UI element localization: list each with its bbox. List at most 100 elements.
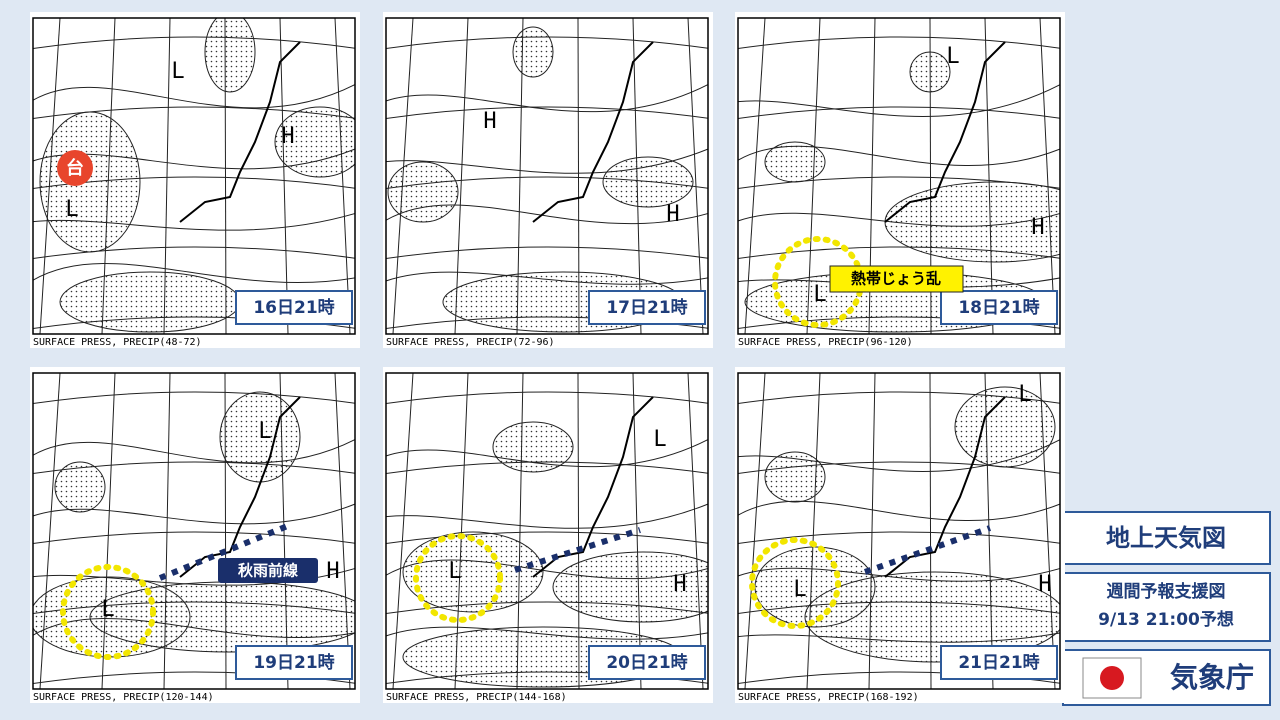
meridian bbox=[516, 373, 524, 689]
latitude-line bbox=[386, 671, 708, 685]
precip-area bbox=[387, 161, 459, 223]
map-frame bbox=[385, 372, 709, 690]
isobar bbox=[738, 567, 1060, 582]
latitude-line bbox=[386, 316, 708, 330]
map-area: HH bbox=[386, 18, 708, 334]
pressure-symbol: L bbox=[1018, 382, 1031, 407]
time-label: 21日21時 bbox=[958, 652, 1039, 673]
front-box bbox=[218, 558, 318, 583]
precip-area bbox=[954, 386, 1056, 468]
isobar bbox=[738, 83, 1060, 117]
panel-caption: SURFACE PRESS, PRECIP(144-168) bbox=[386, 692, 567, 703]
time-label-box bbox=[940, 290, 1058, 325]
pressure-symbol: H bbox=[281, 124, 294, 149]
disturbance-label: 熱帯じょう乱 bbox=[851, 270, 941, 288]
agency: 気象庁 bbox=[1170, 661, 1254, 694]
meridian bbox=[687, 373, 704, 689]
sidebar-forecast: 9/13 21:00予想 bbox=[1098, 609, 1234, 630]
meridian bbox=[334, 373, 351, 689]
map-panel: L L H SURFACE PRESS, PRECIP(120-144) 19日21時 bbox=[30, 367, 360, 703]
latitude-line bbox=[33, 176, 355, 190]
meridian bbox=[577, 18, 580, 334]
disturbance-circle bbox=[60, 564, 156, 660]
isobar bbox=[33, 212, 355, 231]
meridian bbox=[1039, 373, 1056, 689]
time-label-box bbox=[588, 645, 706, 680]
latitude-line bbox=[386, 176, 708, 190]
latitude-line bbox=[386, 36, 708, 50]
map-area: L H L bbox=[33, 18, 355, 334]
pressure-symbol: L bbox=[946, 44, 959, 69]
precip-area bbox=[552, 551, 708, 623]
map-area: L H L bbox=[738, 18, 1060, 334]
disturbance-box bbox=[829, 265, 964, 293]
meridian bbox=[454, 373, 469, 689]
sidebar-subtitle: 週間予報支援図 bbox=[1107, 581, 1226, 602]
panel-caption: SURFACE PRESS, PRECIP(72-96) bbox=[386, 337, 555, 348]
latitude-line bbox=[33, 246, 355, 260]
precip-area bbox=[89, 581, 355, 653]
coastline bbox=[532, 396, 654, 578]
precip-area bbox=[884, 181, 1060, 263]
latitude-line bbox=[738, 461, 1060, 475]
precip-area bbox=[602, 156, 694, 208]
meridian bbox=[39, 18, 61, 334]
latitude-line bbox=[738, 106, 1060, 120]
latitude-line bbox=[33, 106, 355, 120]
latitude-line bbox=[738, 36, 1060, 50]
latitude-line bbox=[386, 601, 708, 615]
latitude-line bbox=[738, 316, 1060, 330]
pressure-symbol: L bbox=[65, 197, 78, 222]
latitude-line bbox=[33, 36, 355, 50]
time-label: 19日21時 bbox=[253, 652, 334, 673]
map-frame bbox=[385, 17, 709, 335]
meridian bbox=[1039, 18, 1056, 334]
meridian bbox=[454, 18, 469, 334]
time-label: 18日21時 bbox=[958, 297, 1039, 318]
time-label: 20日21時 bbox=[606, 652, 687, 673]
latitude-line bbox=[386, 461, 708, 475]
precip-area bbox=[402, 531, 544, 613]
time-label: 17日21時 bbox=[606, 297, 687, 318]
coastline bbox=[884, 396, 1006, 578]
time-label-box bbox=[235, 290, 353, 325]
map-frame bbox=[737, 17, 1061, 335]
time-label-box bbox=[588, 290, 706, 325]
sidebar-title: 地上天気図 bbox=[1106, 524, 1226, 552]
precip-area bbox=[204, 18, 256, 93]
latitude-line bbox=[33, 316, 355, 330]
isobar bbox=[386, 271, 708, 285]
typhoon-label: 台 bbox=[66, 157, 84, 179]
pressure-symbol: L bbox=[653, 427, 666, 452]
isobar bbox=[738, 500, 1060, 522]
meridian bbox=[868, 373, 876, 689]
map-panel: L H L SURFACE PRESS, PRECIP(48-72) 16日21時 bbox=[30, 12, 360, 348]
typhoon-marker bbox=[57, 150, 93, 186]
meridian bbox=[163, 18, 171, 334]
pressure-symbol: H bbox=[666, 202, 679, 227]
front-label: 秋雨前線 bbox=[238, 562, 298, 580]
meridian bbox=[334, 18, 351, 334]
precip-area bbox=[764, 451, 826, 503]
pressure-symbol: L bbox=[448, 559, 461, 584]
isobar bbox=[386, 204, 708, 225]
pressure-symbol: L bbox=[793, 577, 806, 602]
isobar bbox=[738, 145, 1060, 167]
meridian bbox=[744, 18, 766, 334]
map-frame bbox=[32, 372, 356, 690]
panel-caption: SURFACE PRESS, PRECIP(120-144) bbox=[33, 692, 214, 703]
meridian bbox=[929, 373, 932, 689]
pressure-symbol: H bbox=[483, 109, 496, 134]
front-line bbox=[864, 525, 991, 575]
time-label: 16日21時 bbox=[253, 297, 334, 318]
pressure-symbol: L bbox=[258, 419, 271, 444]
map-panel: L H L SURFACE PRESS, PRECIP(168-192) 21日21時 bbox=[735, 367, 1065, 703]
latitude-line bbox=[738, 671, 1060, 685]
latitude-line bbox=[386, 391, 708, 405]
latitude-line bbox=[33, 531, 355, 545]
latitude-line bbox=[386, 246, 708, 260]
meridian bbox=[516, 18, 524, 334]
